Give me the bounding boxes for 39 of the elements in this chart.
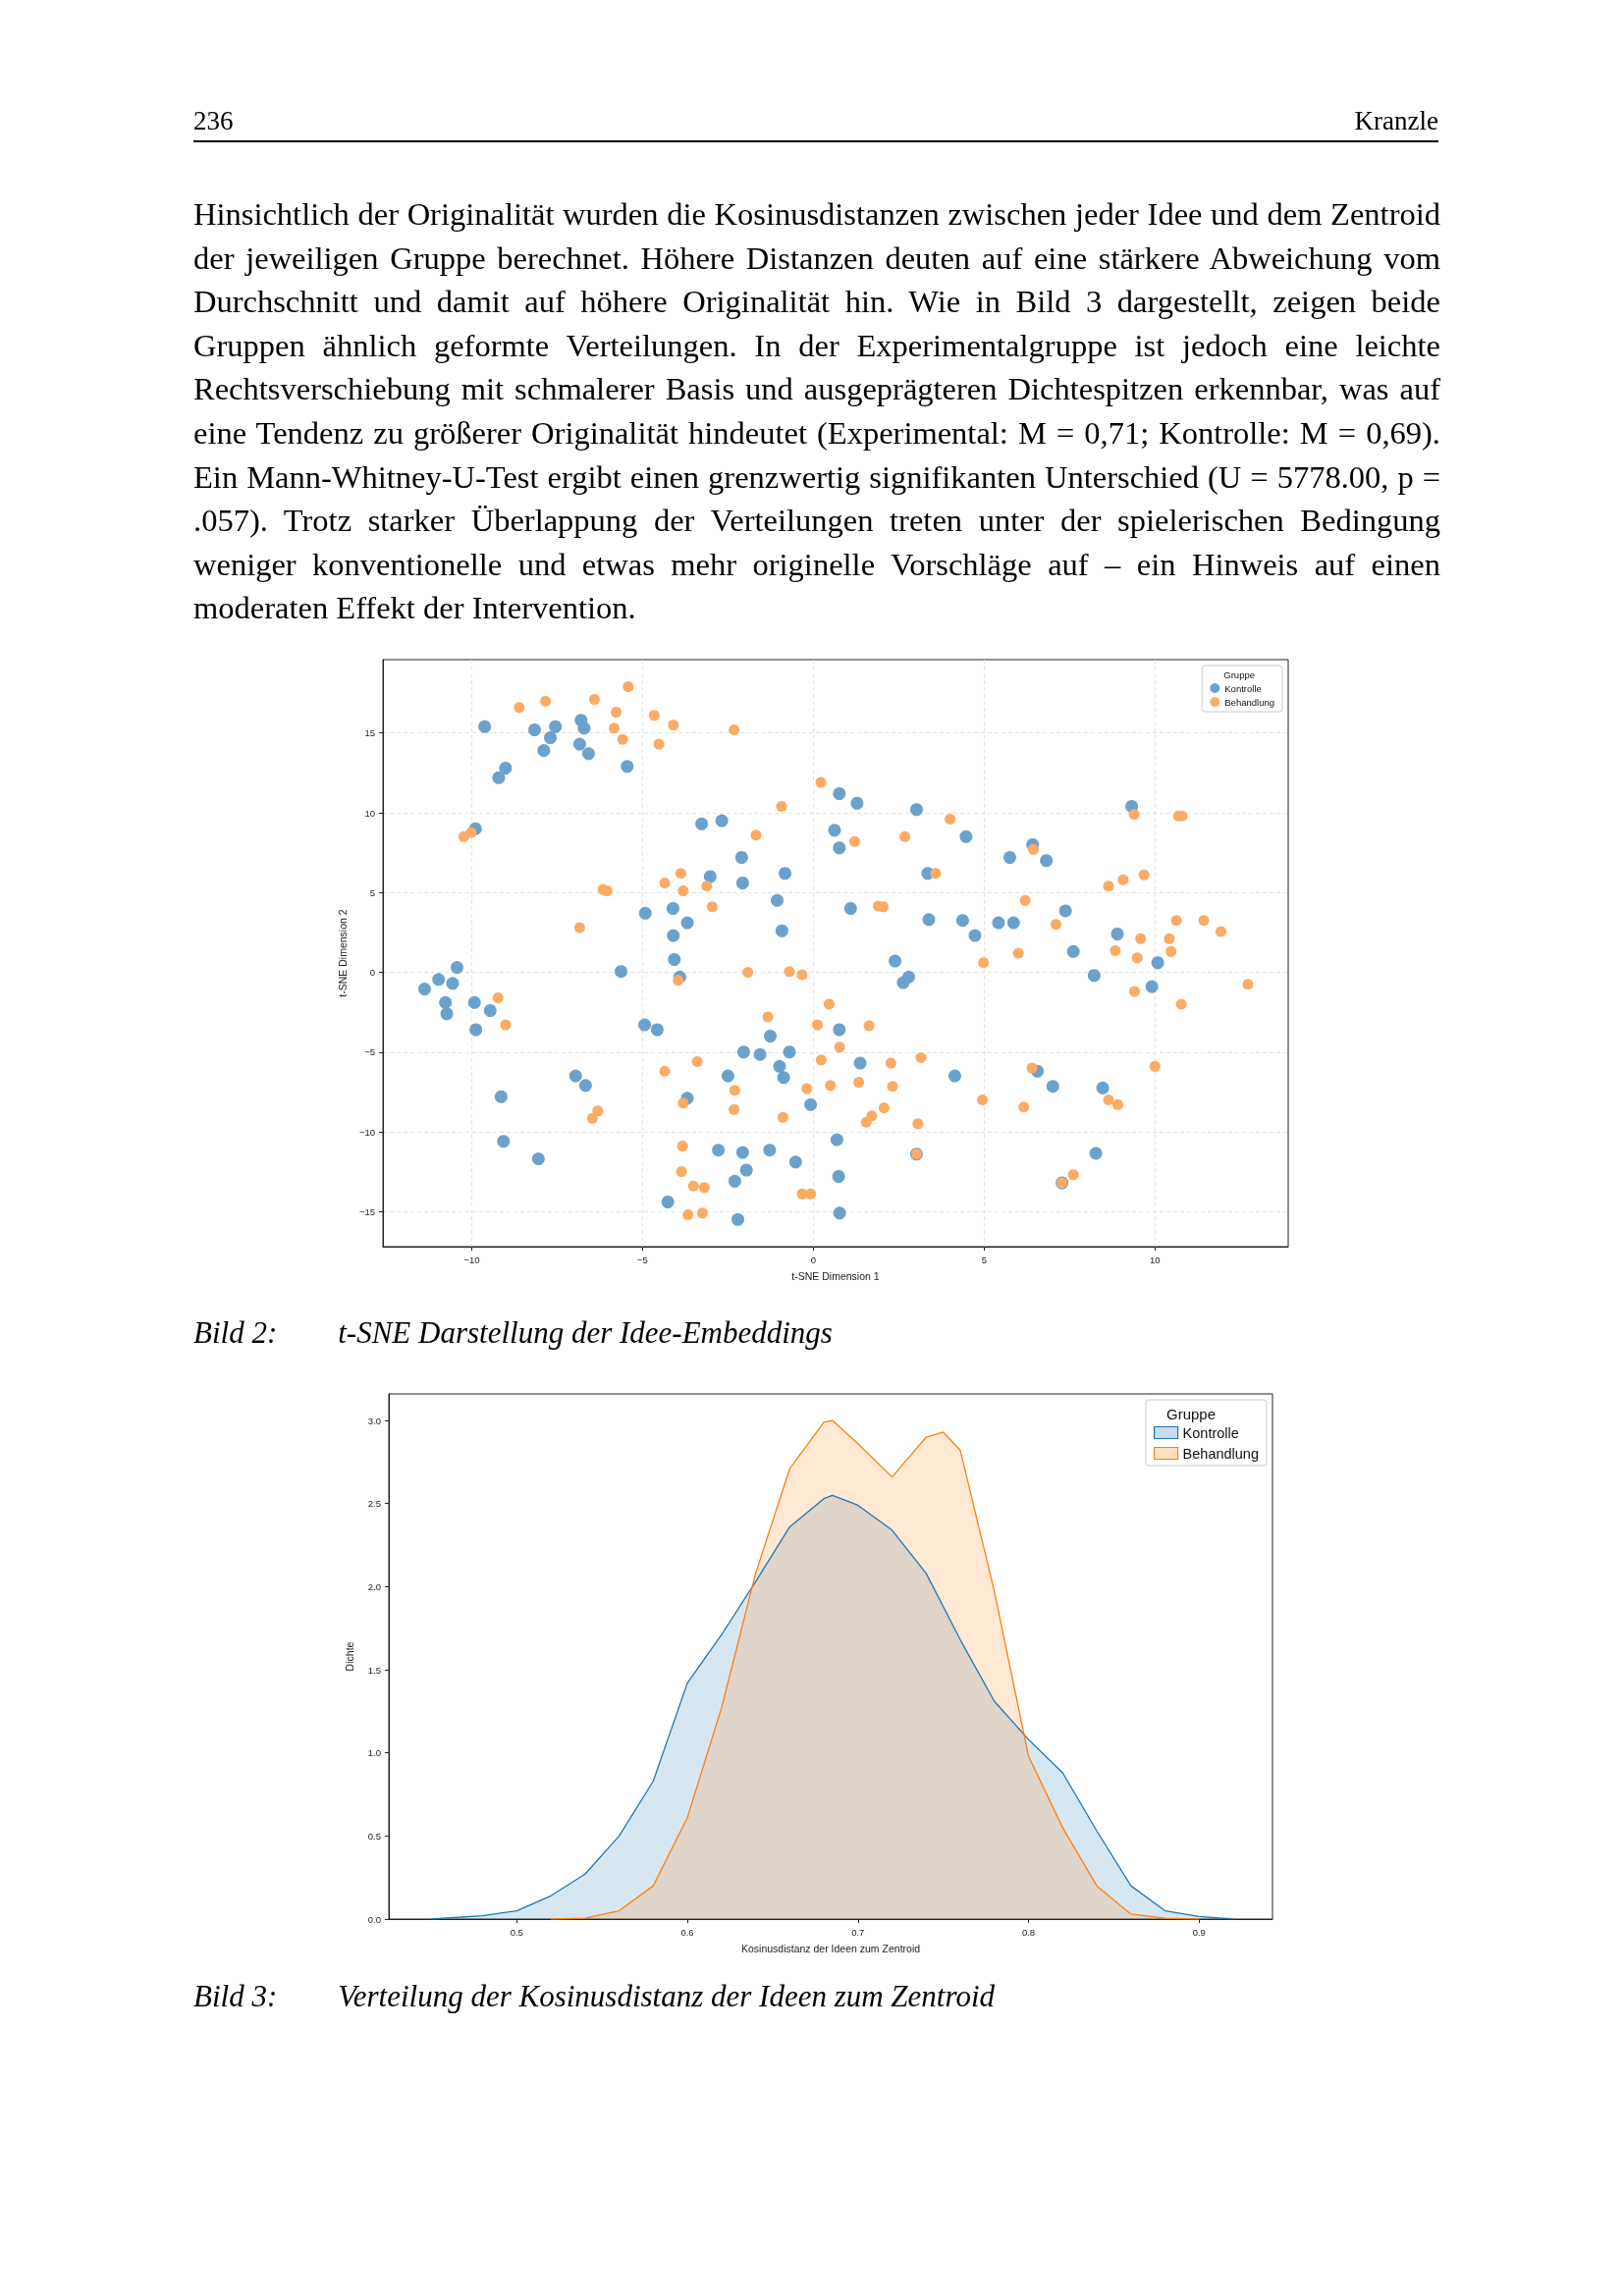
x-tick-label: −10 <box>463 1254 480 1265</box>
y-tick-label: 2.5 <box>367 1498 381 1510</box>
x-tick-label: 0 <box>810 1254 817 1265</box>
x-tick-label: −5 <box>637 1254 648 1265</box>
x-tick-label: 5 <box>981 1254 987 1265</box>
y-tick-label: 15 <box>364 727 375 739</box>
y-tick-label: 0 <box>369 967 375 978</box>
y-tick-label: 0.5 <box>367 1830 381 1842</box>
text: Hinsichtlich der Originalität wurden die Kosinusdistanzen zwischen jeder Idee und dem Zentroid der jeweiligen Gruppe berechnet. Höhere Distanzen deuten auf eine stärkere Abweichung vom Durchschnitt und damit auf höhere Originalität hin. Wie in Bild 3 dargestellt, zeigen beide Gruppen ähnlich geformte Verteilungen. In der Experimentalgruppe ist jedoch eine leichte Rechtsverschiebung mit schmalerer Basis und ausgeprägteren Dichtespitzen erkennbar, was auf eine Tendenz zu größerer Originalität hindeutet (Experimental: M = 0,71; Kontrolle: M = 0,69). Ein Mann-Whitney-U-Test ergibt einen grenzwertig signifikanten Unterschied (U = 5778.00, p = .057). Trotz starker Überlappung der Verteilungen treten unter der spielerischen Bedingung weniger konventionelle und etwas mehr originelle Vorschläge auf – ein Hinweis auf einen moderaten Effekt der Intervention. <box>193 196 1440 626</box>
y-tick-label: 10 <box>364 807 375 819</box>
x-tick-label: 0.6 <box>680 1926 694 1938</box>
y-tick-label: 2.0 <box>367 1580 381 1592</box>
y-tick-label: 0.0 <box>367 1913 381 1925</box>
y-tick-label: 1.0 <box>367 1747 381 1759</box>
legend-title: Gruppe <box>1165 1406 1217 1422</box>
legend-label: Behandlung <box>1182 1445 1260 1462</box>
x-tick-label: 0.9 <box>1192 1926 1206 1938</box>
text: Bild 2: t-SNE Darstellung der Idee-Embeddings <box>193 1315 833 1351</box>
y-tick-label: −5 <box>364 1046 375 1058</box>
x-tick-label: 0.5 <box>510 1926 523 1938</box>
legend-label: Behandlung <box>1224 696 1274 708</box>
legend-label: Kontrolle <box>1224 682 1262 694</box>
y-tick-label: 5 <box>369 886 375 898</box>
y-tick-label: 1.5 <box>367 1664 381 1676</box>
x-tick-label: 10 <box>1150 1254 1161 1265</box>
x-tick-label: 0.7 <box>851 1926 865 1938</box>
x-tick-label: 0.8 <box>1021 1926 1036 1938</box>
y-axis-title: Dichte <box>343 1641 355 1672</box>
legend-title: Gruppe <box>1223 668 1255 680</box>
legend-label: Kontrolle <box>1182 1424 1239 1441</box>
text: Bild 3: Verteilung der Kosinusdistanz der Ideen zum Zentroid <box>193 1979 996 2014</box>
text: Kranzle <box>1354 106 1438 136</box>
y-tick-label: 3.0 <box>367 1415 381 1426</box>
y-tick-label: −15 <box>358 1205 375 1217</box>
y-axis-title: t-SNE Dimension 2 <box>337 909 350 997</box>
x-axis-title: t-SNE Dimension 1 <box>791 1269 880 1282</box>
y-tick-label: −10 <box>358 1126 375 1138</box>
text: 236 <box>193 106 234 136</box>
x-axis-title: Kosinusdistanz der Ideen zum Zentroid <box>740 1942 921 1954</box>
